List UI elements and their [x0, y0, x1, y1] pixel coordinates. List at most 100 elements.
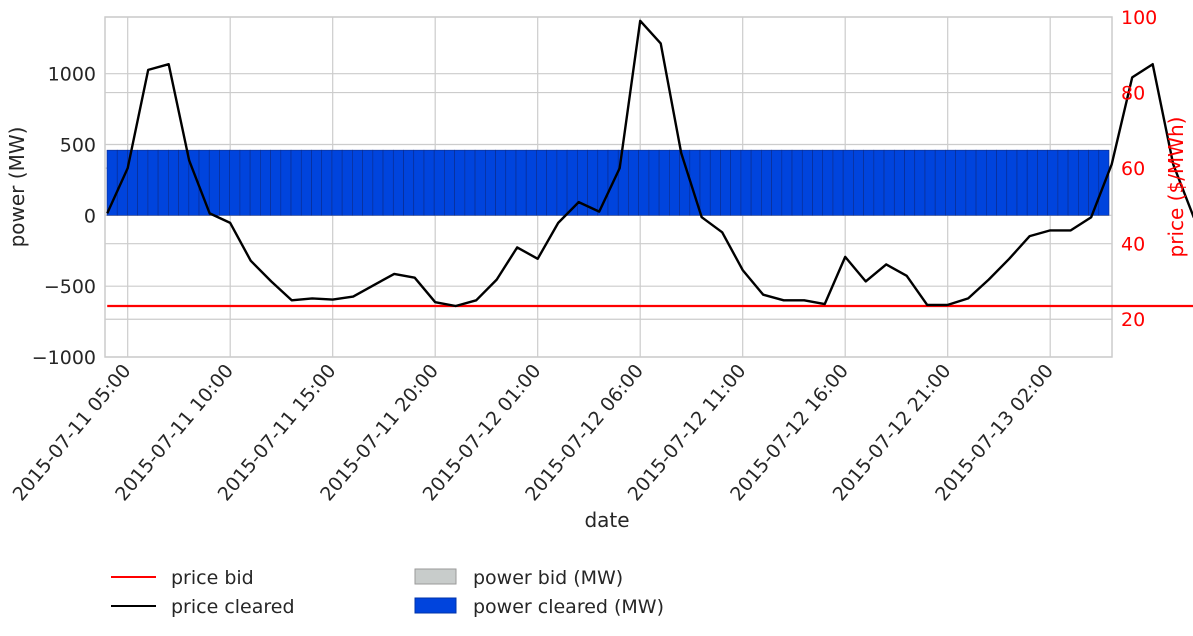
power-cleared-bar: [842, 149, 854, 216]
power-cleared-bar: [648, 149, 660, 216]
power-cleared-bar: [505, 149, 517, 216]
power-cleared-bar: [934, 149, 946, 216]
power-cleared-bar: [525, 149, 537, 216]
power-cleared-bar: [1057, 149, 1069, 216]
power-cleared-bar: [270, 149, 282, 216]
y-right-tick-label: 60: [1121, 158, 1145, 180]
power-cleared-bar: [822, 149, 834, 216]
power-cleared-bar: [341, 149, 353, 216]
x-tick-label: 2015-07-13 02:00: [931, 360, 1058, 505]
power-cleared-bar: [321, 149, 333, 216]
power-cleared-bar: [290, 149, 302, 216]
y-left-tick-label: −1000: [32, 347, 96, 369]
power-cleared-bar: [280, 149, 292, 216]
power-cleared-bar: [883, 149, 895, 216]
power-cleared-bar: [1037, 149, 1048, 216]
power-cleared-bar: [709, 149, 721, 216]
power-cleared-bar: [699, 149, 711, 216]
power-cleared-bar: [362, 149, 374, 216]
power-cleared-bar: [178, 149, 190, 216]
legend-label-price-bid: price bid: [171, 567, 254, 589]
y-right-tick-label: 20: [1121, 309, 1145, 331]
power-cleared-bar: [914, 149, 926, 216]
power-cleared-bar: [485, 149, 496, 216]
power-cleared-bar: [392, 149, 404, 216]
power-cleared-bar: [801, 149, 813, 216]
power-cleared-bar: [372, 149, 384, 216]
power-cleared-bar: [300, 149, 312, 216]
power-cleared-bar: [464, 149, 476, 216]
power-cleared-bar: [1016, 149, 1028, 216]
power-cleared-bar: [587, 149, 599, 216]
power-cleared-bar: [781, 149, 793, 216]
y-axis-left-label: power (MW): [5, 127, 29, 248]
power-cleared-bar: [791, 149, 803, 216]
power-cleared-bar: [331, 149, 343, 216]
power-cleared-bar: [1006, 149, 1018, 216]
power-cleared-bar: [1088, 149, 1100, 216]
y-right-tick-label: 100: [1121, 7, 1157, 29]
legend-label-price-cleared: price cleared: [171, 596, 295, 618]
legend: price bid price cleared power bid (MW) p…: [111, 567, 664, 618]
power-cleared-bar: [444, 149, 455, 216]
power-cleared-bar: [260, 149, 271, 216]
legend-label-power-cleared: power cleared (MW): [473, 596, 664, 618]
plot-frame: [104, 16, 1113, 358]
power-cleared-bar: [311, 149, 323, 216]
power-cleared-bar: [986, 149, 997, 216]
power-cleared-bar: [720, 149, 731, 216]
power-cleared-bar: [893, 149, 905, 216]
power-cleared-bar: [249, 149, 261, 216]
power-cleared-bar: [382, 149, 394, 216]
power-cleared-bar: [536, 149, 547, 216]
legend-label-power-bid: power bid (MW): [473, 567, 623, 589]
power-cleared-bar: [413, 149, 425, 216]
power-cleared-bar: [1078, 149, 1089, 216]
power-cleared-bar: [423, 149, 435, 216]
power-cleared-bar: [454, 149, 466, 216]
price-lines: [106, 19, 1193, 308]
y-left-tick-label: 1000: [48, 64, 96, 86]
power-cleared-bar: [208, 149, 220, 216]
power-cleared-bar: [955, 149, 967, 216]
power-cleared-bar: [474, 149, 486, 216]
power-cleared-bar: [229, 149, 241, 216]
power-cleared-bar: [403, 149, 415, 216]
power-cleared-bar: [812, 149, 824, 216]
power-cleared-bar: [239, 149, 251, 216]
power-cleared-bar: [740, 149, 752, 216]
power-cleared-bar: [628, 149, 639, 216]
power-cleared-bar: [975, 149, 987, 216]
power-cleared-bar: [658, 149, 670, 216]
power-cleared-bar: [219, 149, 230, 216]
y-left-tick-label: −500: [44, 276, 96, 298]
power-cleared-bar: [638, 149, 650, 216]
power-cleared-bar: [352, 149, 363, 216]
legend-swatch-power-bid: [414, 568, 457, 585]
power-cleared-bar: [679, 149, 691, 216]
power-cleared-bar: [137, 149, 149, 216]
legend-swatch-power-cleared: [414, 597, 457, 614]
power-cleared-bar: [863, 149, 875, 216]
power-bars: [106, 149, 1110, 216]
y-right-tick-label: 80: [1121, 83, 1145, 105]
power-cleared-bar: [853, 149, 864, 216]
power-cleared-bar: [761, 149, 772, 216]
right-axis-ticks: 100 80 60 40 20: [1121, 7, 1157, 331]
power-cleared-bar: [495, 149, 507, 216]
x-axis-label: date: [584, 508, 629, 532]
power-cleared-bar: [168, 149, 179, 216]
power-cleared-bar: [996, 149, 1008, 216]
power-cleared-bar: [1067, 149, 1079, 216]
power-cleared-bar: [904, 149, 916, 216]
power-cleared-bar: [750, 149, 762, 216]
y-left-tick-label: 0: [84, 205, 96, 227]
power-cleared-bar: [669, 149, 680, 216]
power-cleared-bar: [1047, 149, 1059, 216]
power-cleared-bar: [873, 149, 885, 216]
power-cleared-bar: [157, 149, 169, 216]
power-cleared-bar: [1026, 149, 1038, 216]
power-cleared-bar: [433, 149, 445, 216]
power-cleared-bar: [832, 149, 844, 216]
